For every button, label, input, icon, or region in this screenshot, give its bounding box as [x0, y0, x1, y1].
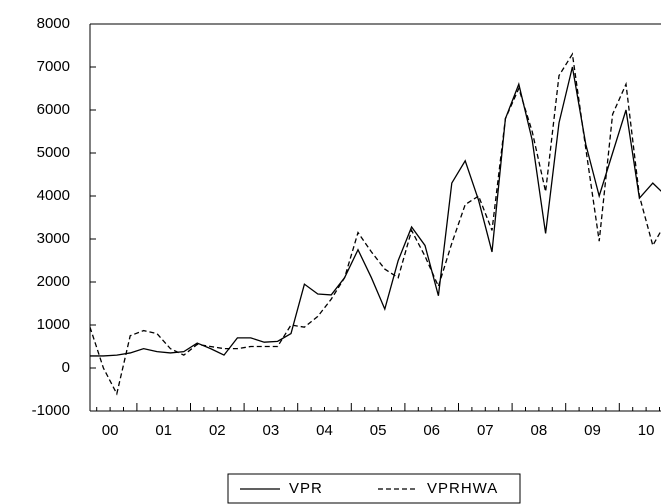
x-tick-label: 09 — [584, 422, 601, 439]
x-tick-label: 03 — [263, 422, 280, 439]
x-tick-label: 07 — [477, 422, 494, 439]
x-tick-label: 00 — [102, 422, 119, 439]
legend-label: VPR — [289, 480, 323, 497]
y-tick-label: 7000 — [37, 58, 70, 75]
x-tick-label: 01 — [155, 422, 172, 439]
x-tick-label: 08 — [531, 422, 548, 439]
y-tick-label: 2000 — [37, 273, 70, 290]
y-tick-label: 6000 — [37, 101, 70, 118]
legend-box — [227, 473, 521, 504]
x-tick-label: 04 — [316, 422, 333, 439]
y-tick-label: 4000 — [37, 187, 70, 204]
y-tick-label: 8000 — [37, 15, 70, 32]
series-line — [90, 52, 661, 396]
y-tick-label: 1000 — [37, 316, 70, 333]
legend-label: VPRHWA — [427, 480, 498, 497]
x-tick-label: 06 — [423, 422, 440, 439]
x-tick-label: 02 — [209, 422, 226, 439]
plot-area — [90, 52, 661, 396]
y-tick-label: 5000 — [37, 144, 70, 161]
x-tick-label: 10 — [638, 422, 655, 439]
series-line — [90, 66, 661, 357]
y-tick-label: 3000 — [37, 230, 70, 247]
y-tick-label: 0 — [62, 359, 70, 376]
x-tick-label: 05 — [370, 422, 387, 439]
y-tick-label: -1000 — [32, 402, 70, 419]
